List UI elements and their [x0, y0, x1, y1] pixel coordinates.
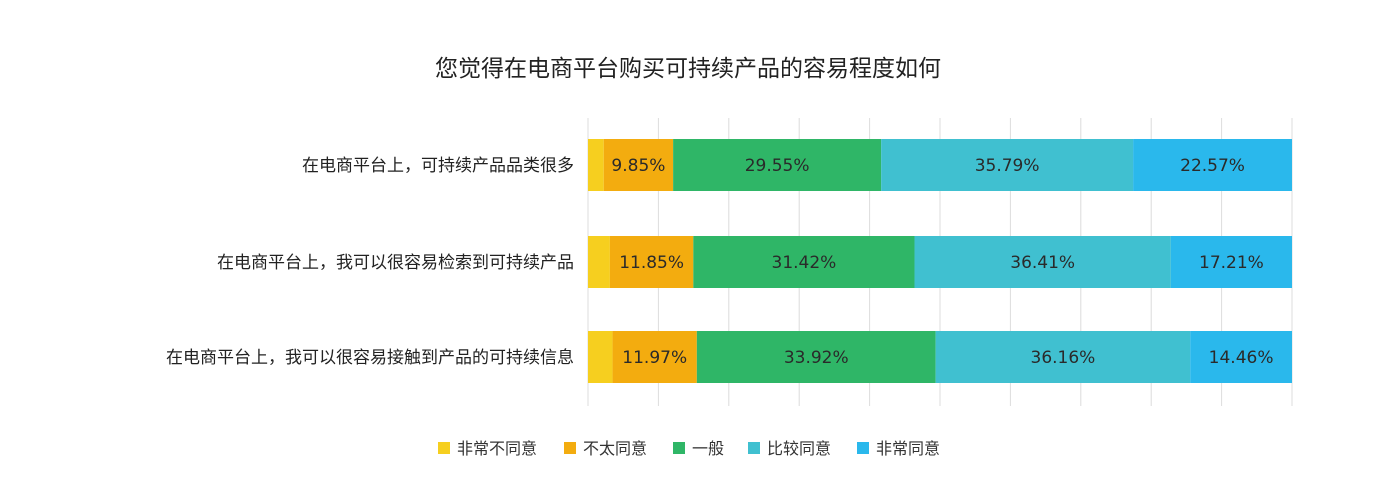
legend-swatch-4	[857, 442, 869, 454]
legend-label-0: 非常不同意	[457, 439, 537, 458]
data-label-1-2: 31.42%	[772, 253, 837, 273]
legend-swatch-3	[748, 442, 760, 454]
bar-2-1	[612, 331, 697, 383]
bar-0-4	[1133, 139, 1292, 191]
bar-0-0	[588, 139, 604, 191]
chart-title: 您觉得在电商平台购买可持续产品的容易程度如何	[435, 56, 941, 82]
legend-label-2: 一般	[692, 439, 724, 458]
bar-1-0	[588, 236, 610, 288]
legend-swatch-1	[564, 442, 576, 454]
data-label-2-1: 11.97%	[622, 348, 687, 368]
bar-0-2	[673, 139, 882, 191]
category-label-0: 在电商平台上，可持续产品品类很多	[302, 156, 574, 176]
legend-swatch-0	[438, 442, 450, 454]
data-label-2-2: 33.92%	[784, 348, 849, 368]
legend-label-1: 不太同意	[583, 439, 647, 458]
data-label-2-4: 14.46%	[1209, 348, 1274, 368]
data-label-0-2: 29.55%	[745, 156, 810, 176]
bar-2-2	[696, 331, 936, 383]
bar-1-3	[914, 236, 1171, 288]
data-label-1-4: 17.21%	[1199, 253, 1264, 273]
bar-0-3	[881, 139, 1134, 191]
bar-2-3	[935, 331, 1191, 383]
data-label-1-3: 36.41%	[1010, 253, 1075, 273]
legend-label-4: 非常同意	[876, 439, 940, 458]
data-label-0-1: 9.85%	[611, 156, 665, 176]
bar-1-4	[1170, 236, 1292, 288]
data-label-0-3: 35.79%	[975, 156, 1040, 176]
bars: 9.85% 29.55% 35.79% 22.57% 11.85% 31.42% 36.41…	[588, 139, 1292, 383]
bar-1-2	[693, 236, 915, 288]
bar-1-1	[609, 236, 694, 288]
legend-swatch-2	[673, 442, 685, 454]
category-label-1: 在电商平台上，我可以很容易检索到可持续产品	[217, 253, 574, 273]
data-label-2-3: 36.16%	[1031, 348, 1096, 368]
bar-0-1	[603, 139, 674, 191]
legend: 非常不同意 不太同意 一般 比较同意 非常同意	[438, 439, 940, 458]
data-label-0-4: 22.57%	[1180, 156, 1245, 176]
bar-2-4	[1190, 331, 1292, 383]
legend-label-3: 比较同意	[767, 439, 831, 458]
data-label-1-1: 11.85%	[619, 253, 684, 273]
bar-2-0	[588, 331, 613, 383]
category-label-2: 在电商平台上，我可以很容易接触到产品的可持续信息	[166, 348, 574, 368]
category-labels: 在电商平台上，可持续产品品类很多在电商平台上，我可以很容易检索到可持续产品在电商…	[166, 156, 574, 368]
